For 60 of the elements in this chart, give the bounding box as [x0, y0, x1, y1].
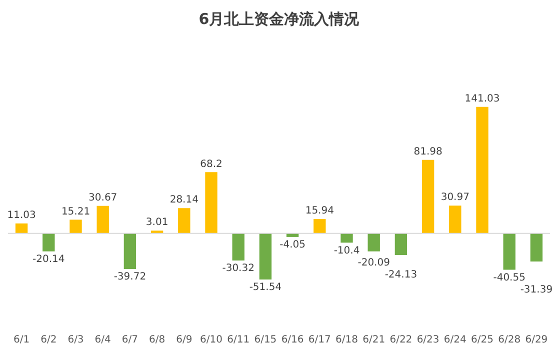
chart-title: 6月北上资金净流入情况: [198, 9, 360, 30]
x-tick-label: 6/25: [471, 334, 494, 346]
x-tick-label: 6/16: [281, 334, 304, 346]
bar: [259, 233, 272, 280]
data-label: -20.09: [358, 257, 390, 268]
x-tick-label: 6/21: [362, 334, 386, 346]
x-tick-label: 6/1: [14, 334, 30, 346]
data-label: -4.05: [280, 240, 306, 251]
data-label: -20.14: [32, 254, 65, 265]
bar: [42, 233, 55, 252]
bar: [449, 206, 462, 234]
data-label: 11.03: [7, 210, 36, 222]
x-tick-label: 6/11: [227, 334, 250, 346]
bar: [503, 233, 516, 270]
data-label: 81.98: [414, 146, 442, 158]
x-tick-label: 6/15: [254, 334, 277, 346]
x-tick-label: 6/22: [390, 334, 412, 346]
bar: [150, 230, 164, 234]
data-label: -51.54: [249, 282, 282, 294]
data-label: -31.39: [520, 284, 553, 296]
x-tick-label: 6/17: [308, 334, 331, 346]
data-label: -30.32: [222, 263, 254, 274]
data-label: 3.01: [146, 217, 168, 228]
bar: [422, 160, 434, 234]
bar: [205, 172, 218, 234]
x-tick-label: 6/3: [68, 334, 84, 346]
bar: [394, 233, 408, 255]
bar: [476, 106, 488, 234]
x-tick-label: 6/4: [94, 334, 111, 346]
data-label: 68.2: [200, 158, 222, 170]
x-tick-label: 6/8: [149, 334, 166, 346]
x-tick-label: 6/28: [498, 334, 521, 346]
x-tick-label: 6/29: [525, 334, 548, 346]
x-tick-label: 6/10: [200, 334, 222, 346]
bar: [70, 220, 82, 234]
bar: [530, 233, 543, 262]
bar: [96, 206, 109, 234]
data-label: 141.03: [464, 93, 500, 104]
x-tick-label: 6/18: [336, 334, 358, 346]
data-label: 30.97: [440, 192, 470, 204]
data-label: 28.14: [170, 194, 198, 206]
x-tick-label: 6/2: [40, 334, 57, 346]
data-label: 30.67: [88, 192, 118, 204]
data-label: -24.13: [384, 269, 418, 280]
bar: [232, 233, 244, 261]
bar: [124, 233, 136, 269]
data-label: -10.4: [334, 245, 360, 256]
data-label: -39.72: [114, 272, 146, 283]
data-label: 15.94: [305, 206, 334, 217]
x-tick-label: 6/9: [176, 334, 192, 346]
x-tick-label: 6/7: [122, 334, 138, 346]
bar: [314, 219, 326, 234]
x-tick-label: 6/23: [416, 334, 440, 346]
bar: [368, 233, 380, 252]
data-label: 15.21: [61, 206, 90, 218]
x-tick-label: 6/24: [444, 334, 466, 346]
bar: [15, 223, 28, 234]
bar: [340, 233, 353, 243]
bar: [178, 208, 190, 234]
data-label: -40.55: [493, 272, 526, 284]
